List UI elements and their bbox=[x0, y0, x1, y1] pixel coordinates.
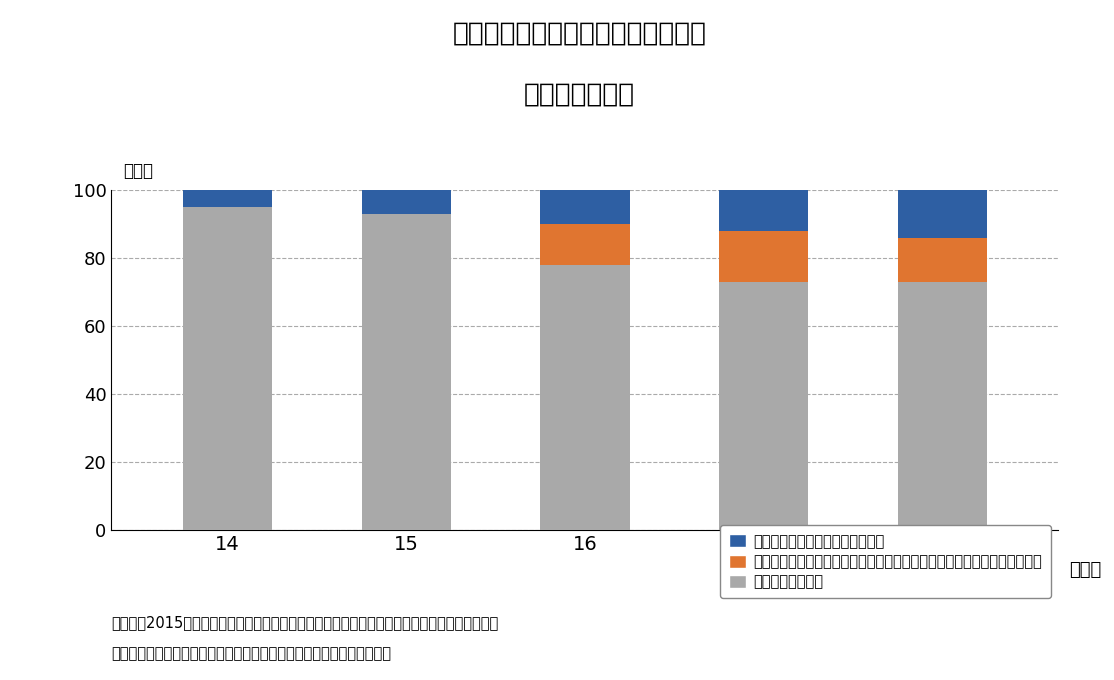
Bar bbox=[540, 190, 629, 224]
Bar bbox=[362, 214, 451, 530]
Bar bbox=[183, 190, 272, 207]
Text: （注）　2015年調査までは、「配偶者手当を見直す予定がある」「見直す予定がない」の２正: （注） 2015年調査までは、「配偶者手当を見直す予定がある」「見直す予定がない… bbox=[111, 615, 499, 630]
Bar bbox=[719, 231, 808, 282]
Text: に対する考え方: に対する考え方 bbox=[524, 82, 635, 107]
Bar bbox=[362, 190, 451, 214]
Bar bbox=[719, 282, 808, 530]
Bar bbox=[540, 224, 629, 265]
Text: （資料）　人事院「民間給与実態調査」を基にニッセイ基礎研究所作成: （資料） 人事院「民間給与実態調査」を基にニッセイ基礎研究所作成 bbox=[111, 646, 391, 661]
Text: （図表３）　民間企業の配偶者手当: （図表３） 民間企業の配偶者手当 bbox=[452, 20, 706, 46]
Bar bbox=[898, 282, 987, 530]
Bar bbox=[898, 190, 987, 238]
Bar bbox=[719, 190, 808, 231]
Bar bbox=[183, 207, 272, 530]
Legend: 配偶者の手当を見直す予定がある, 税制及び社会保障制度の見直しの動向によっては、見直すことを検討する, 見直す予定がない: 配偶者の手当を見直す予定がある, 税制及び社会保障制度の見直しの動向によっては、… bbox=[720, 525, 1051, 598]
Text: （年）: （年） bbox=[1069, 561, 1102, 579]
Bar bbox=[540, 265, 629, 530]
Bar bbox=[898, 238, 987, 282]
Text: （％）: （％） bbox=[124, 163, 154, 180]
